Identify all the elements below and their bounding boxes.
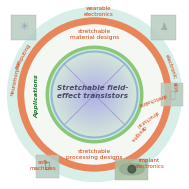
FancyBboxPatch shape	[161, 83, 183, 106]
Text: Applications: Applications	[34, 74, 39, 118]
Circle shape	[50, 50, 139, 139]
Circle shape	[88, 88, 101, 101]
Circle shape	[90, 90, 99, 99]
Circle shape	[76, 76, 113, 113]
Circle shape	[54, 54, 135, 135]
Text: electronic: electronic	[164, 54, 177, 80]
Circle shape	[53, 53, 136, 136]
Text: computing: computing	[14, 43, 32, 70]
Circle shape	[64, 64, 125, 125]
Circle shape	[87, 87, 102, 102]
FancyBboxPatch shape	[115, 159, 148, 180]
Text: stretchable
processing designs: stretchable processing designs	[66, 149, 123, 160]
Text: wearable
electronics: wearable electronics	[83, 6, 113, 17]
Circle shape	[48, 48, 141, 141]
FancyBboxPatch shape	[11, 15, 36, 40]
Text: ♟: ♟	[159, 22, 168, 32]
Circle shape	[91, 91, 98, 98]
Circle shape	[66, 66, 123, 123]
Circle shape	[56, 56, 133, 133]
Text: stretchable
material designs: stretchable material designs	[70, 29, 119, 40]
Circle shape	[83, 83, 106, 106]
Circle shape	[80, 80, 109, 109]
Circle shape	[49, 49, 140, 140]
FancyBboxPatch shape	[36, 155, 59, 178]
Text: neuromorphic: neuromorphic	[9, 59, 22, 96]
Circle shape	[75, 75, 114, 114]
Circle shape	[81, 81, 108, 108]
Circle shape	[70, 70, 119, 119]
Circle shape	[84, 84, 105, 105]
Circle shape	[55, 55, 134, 134]
Text: skin: skin	[172, 82, 178, 93]
Text: ✋: ✋	[169, 90, 175, 99]
Text: ✳: ✳	[19, 22, 28, 32]
Circle shape	[52, 52, 137, 137]
Circle shape	[22, 22, 167, 167]
Circle shape	[51, 51, 138, 138]
Circle shape	[73, 73, 116, 116]
Circle shape	[85, 85, 104, 104]
Circle shape	[69, 69, 120, 120]
Circle shape	[60, 60, 129, 129]
Circle shape	[50, 50, 139, 139]
Circle shape	[93, 93, 96, 96]
Circle shape	[8, 8, 181, 181]
Circle shape	[71, 71, 118, 118]
Polygon shape	[120, 163, 144, 175]
Circle shape	[86, 86, 103, 103]
Circle shape	[66, 66, 123, 123]
Circle shape	[63, 63, 126, 126]
Circle shape	[57, 57, 132, 132]
Circle shape	[72, 72, 117, 117]
Circle shape	[59, 59, 130, 130]
Circle shape	[69, 69, 120, 120]
Text: 🚀: 🚀	[45, 162, 50, 171]
Circle shape	[84, 84, 105, 105]
Circle shape	[72, 72, 117, 117]
Circle shape	[91, 91, 98, 98]
Circle shape	[78, 78, 111, 111]
Circle shape	[57, 57, 132, 132]
Circle shape	[60, 60, 129, 129]
Text: designs: designs	[129, 124, 146, 143]
Text: stretchable: stretchable	[137, 92, 167, 107]
Circle shape	[63, 63, 126, 126]
Circle shape	[67, 67, 122, 122]
Text: Stretchable field-
effect transistors: Stretchable field- effect transistors	[57, 85, 128, 99]
Circle shape	[79, 79, 110, 110]
Circle shape	[81, 81, 108, 108]
Text: soft
machines: soft machines	[29, 160, 56, 171]
Circle shape	[74, 74, 115, 115]
Polygon shape	[128, 165, 136, 173]
Circle shape	[62, 62, 127, 127]
Circle shape	[58, 58, 131, 131]
Circle shape	[68, 68, 121, 121]
Circle shape	[61, 61, 128, 128]
Text: structural: structural	[135, 110, 159, 129]
Circle shape	[82, 82, 107, 107]
Circle shape	[88, 88, 101, 101]
Circle shape	[75, 75, 114, 114]
Circle shape	[77, 77, 112, 112]
Circle shape	[65, 65, 124, 124]
FancyBboxPatch shape	[151, 15, 176, 40]
Text: implant
electronics: implant electronics	[134, 158, 164, 169]
Circle shape	[53, 53, 136, 136]
Circle shape	[92, 92, 97, 97]
Circle shape	[78, 78, 111, 111]
Circle shape	[89, 89, 100, 100]
